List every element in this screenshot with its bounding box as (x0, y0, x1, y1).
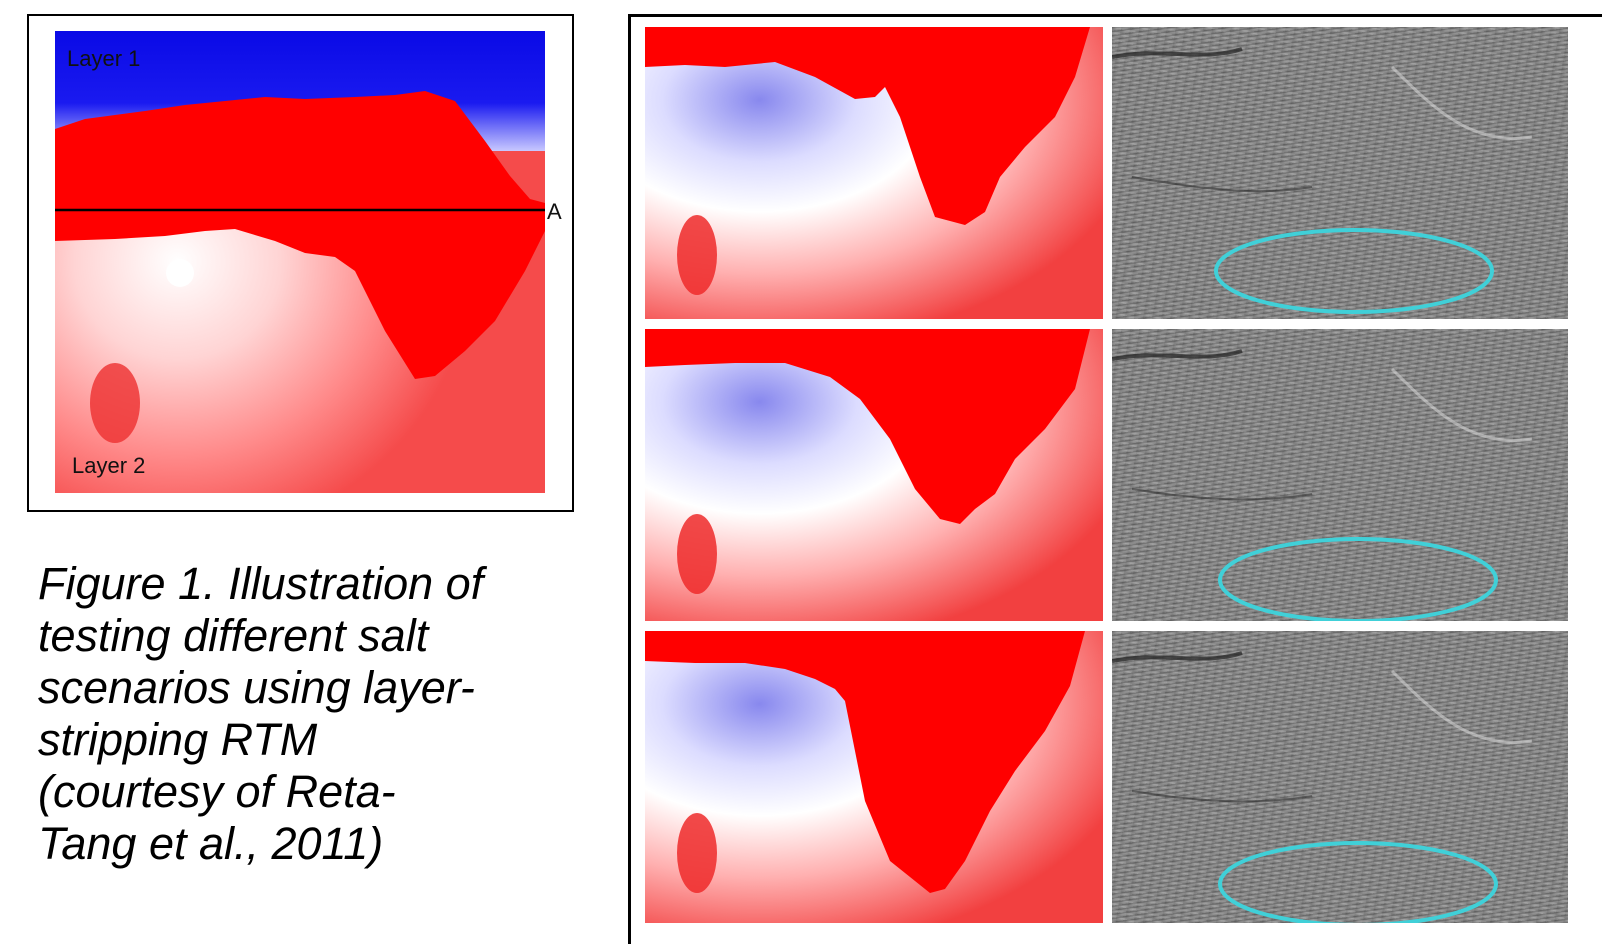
caption-line: testing different salt (38, 610, 429, 661)
highlight-ellipse (1218, 537, 1498, 621)
reflector (1131, 176, 1313, 193)
velocity-anomaly (677, 813, 717, 893)
reflector (1112, 651, 1243, 663)
figure-caption: Figure 1. Illustration of testing differ… (38, 558, 578, 870)
caption-line: (courtesy of Reta- (38, 766, 396, 817)
scenario-3-rtm-image (1112, 631, 1568, 923)
scenario-3-velocity-model (645, 631, 1103, 923)
highlight-ellipse (1214, 228, 1494, 314)
velocity-anomaly (90, 363, 140, 443)
velocity-anomaly (677, 514, 717, 594)
caption-line: Figure 1. Illustration of (38, 558, 484, 609)
reflector (1390, 367, 1533, 442)
salt-body (645, 329, 1090, 524)
scenario-2-velocity-model (645, 329, 1103, 621)
reflector (1112, 349, 1243, 361)
scenario-1-velocity-model (645, 27, 1103, 319)
salt-body (645, 631, 1085, 893)
scenario-2-rtm-image (1112, 329, 1568, 621)
reflector (1390, 669, 1533, 744)
salt-body (645, 27, 1090, 225)
layer-2-label: Layer 2 (72, 453, 146, 478)
velocity-anomaly (677, 215, 717, 295)
caption-line: Tang et al., 2011) (38, 818, 384, 869)
reflector (1131, 488, 1313, 501)
highlight-ellipse (1218, 841, 1498, 923)
low-velocity-center (166, 259, 194, 287)
layer-1-label: Layer 1 (67, 46, 141, 71)
caption-line: scenarios using layer- (38, 662, 475, 713)
scenario-1-rtm-image (1112, 27, 1568, 319)
reflector (1390, 65, 1533, 140)
line-a-marker: A (547, 199, 562, 224)
reflector (1112, 47, 1243, 59)
layered-velocity-model (55, 31, 545, 493)
caption-line: stripping RTM (38, 714, 318, 765)
salt-body (55, 91, 545, 379)
reflector (1131, 790, 1313, 803)
